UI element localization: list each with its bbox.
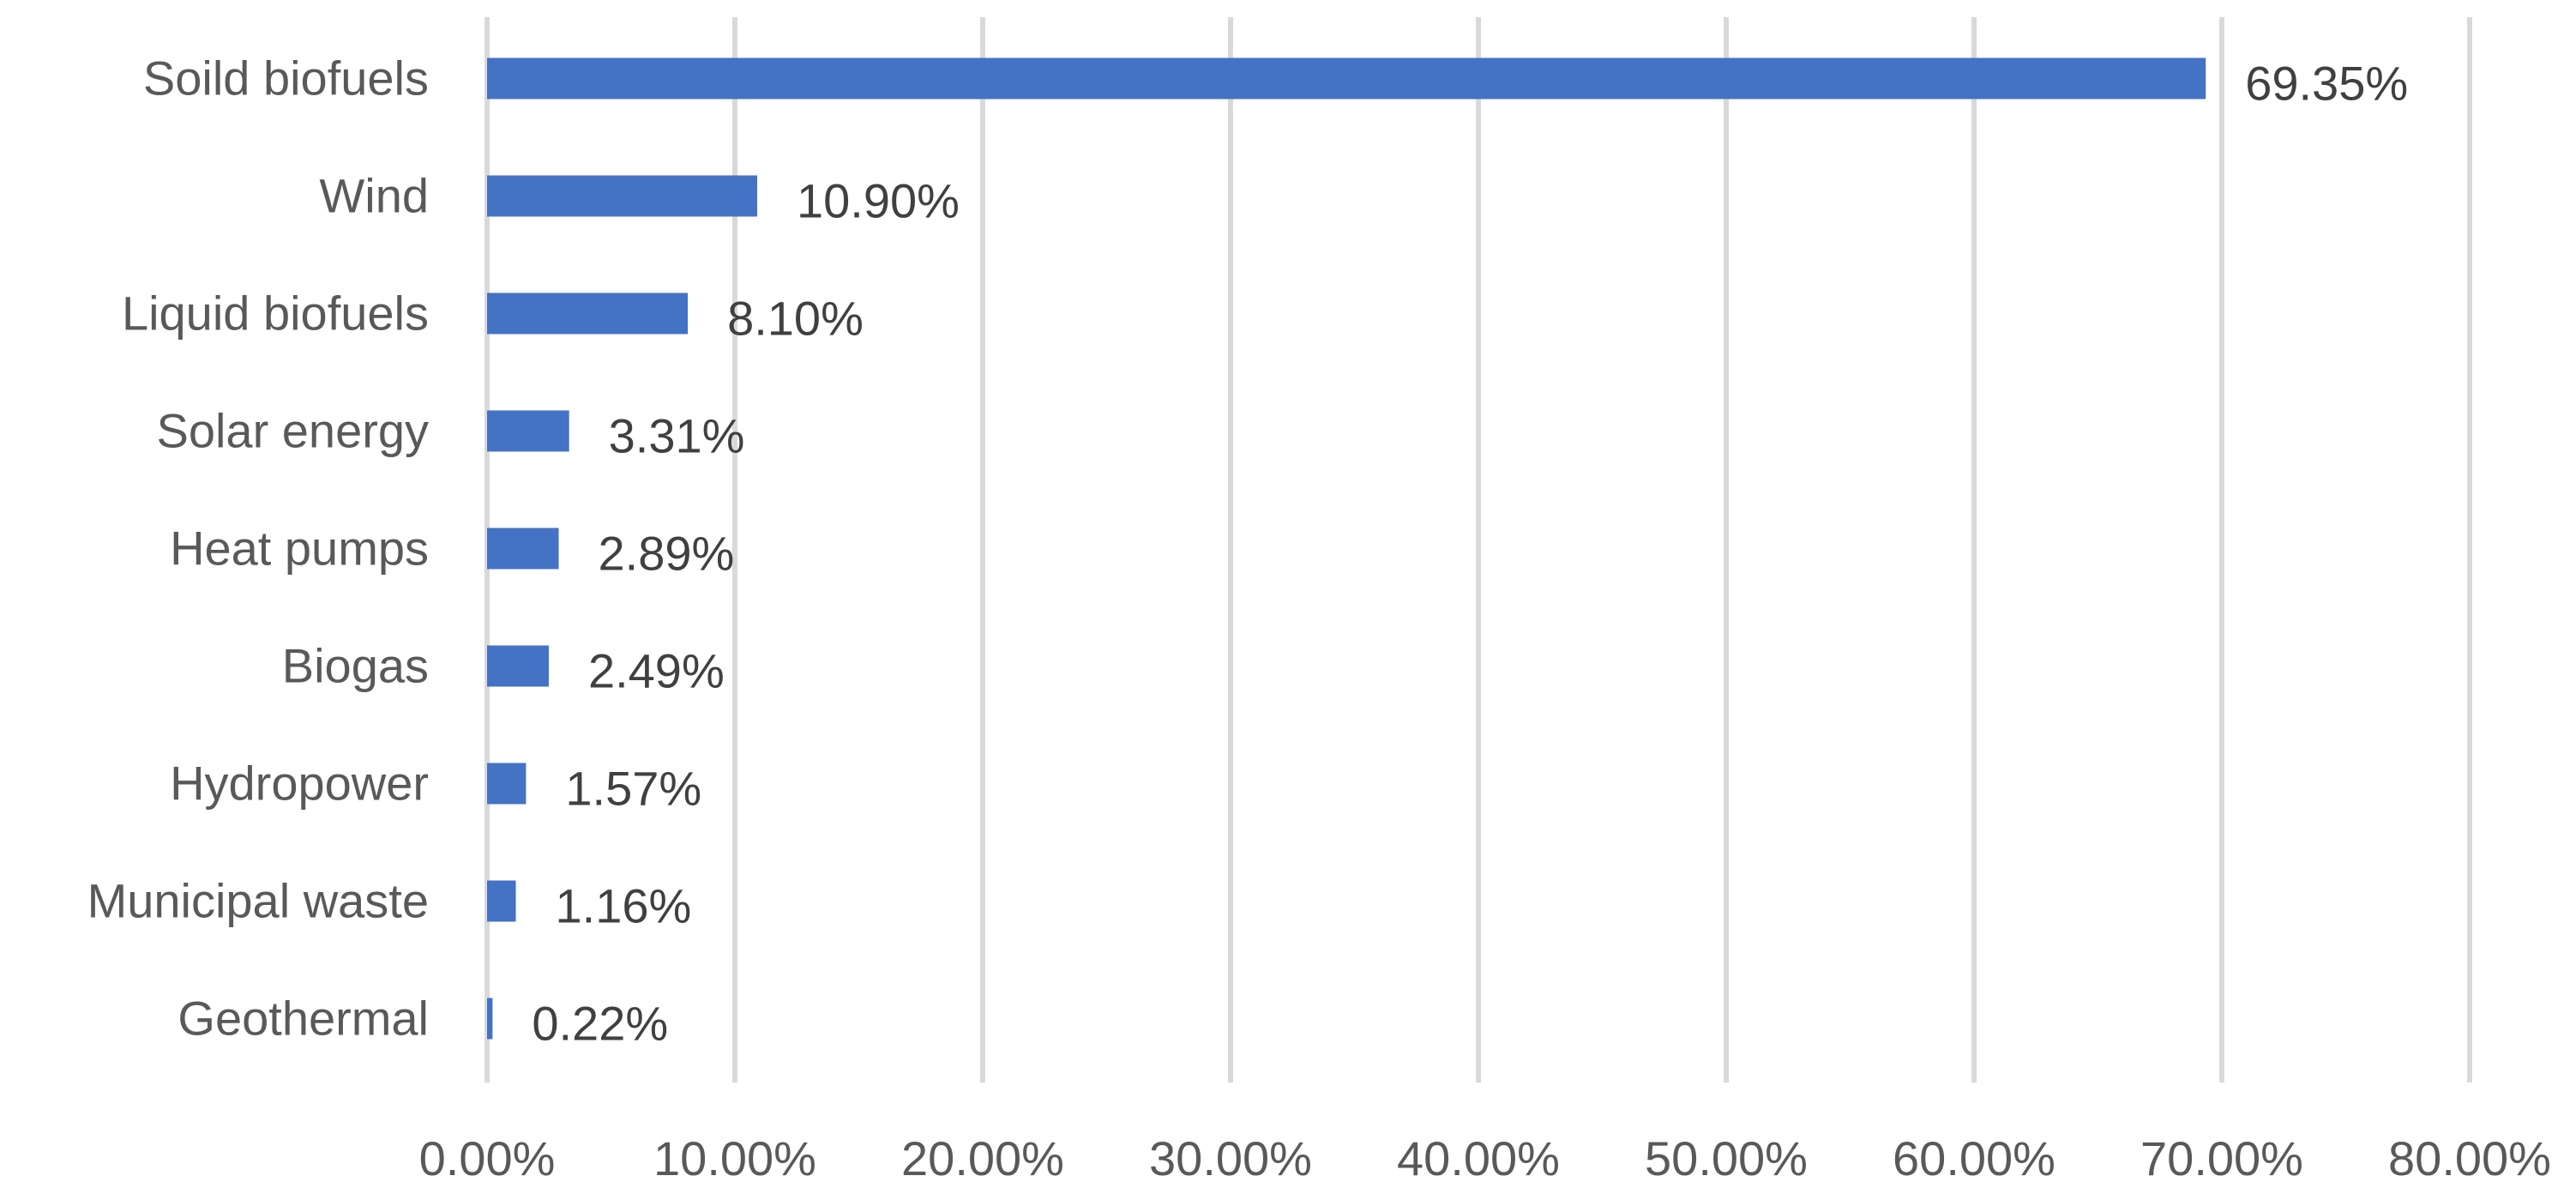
bars: [487, 57, 2206, 1040]
category-label: Heat pumps: [170, 522, 429, 576]
x-axis-tick-labels: 0.00% 10.00% 20.00% 30.00% 40.00% 50.00% 60.00…: [419, 1131, 2551, 1185]
bar: [487, 410, 569, 452]
x-tick-label: 40.00%: [1397, 1131, 1560, 1185]
x-tick-label: 70.00%: [2140, 1131, 2303, 1185]
data-label: 69.35%: [2245, 57, 2408, 111]
category-labels: Soild biofuels Wind Liquid biofuels Solar e…: [87, 51, 429, 1046]
category-label: Soild biofuels: [143, 51, 429, 106]
category-label: Liquid biofuels: [122, 286, 429, 341]
data-labels: 69.35% 10.90% 8.10% 3.31% 2.89% 2.49% 1.57% 1.1…: [532, 57, 2408, 1051]
category-label: Hydropower: [170, 757, 429, 811]
data-label: 1.16%: [556, 879, 692, 933]
category-label: Solar energy: [156, 404, 429, 458]
data-label: 8.10%: [727, 292, 864, 346]
x-tick-label: 30.00%: [1149, 1131, 1312, 1185]
bar: [487, 645, 549, 687]
bar: [487, 763, 527, 805]
bar: [487, 528, 559, 570]
x-tick-label: 0.00%: [419, 1131, 556, 1185]
bar: [487, 292, 689, 335]
data-label: 1.57%: [565, 762, 701, 816]
x-tick-label: 50.00%: [1645, 1131, 1808, 1185]
data-label: 2.89%: [599, 527, 735, 581]
data-label: 10.90%: [797, 174, 960, 228]
bar: [487, 880, 516, 922]
data-label: 3.31%: [609, 409, 745, 463]
x-tick-label: 60.00%: [1893, 1131, 2055, 1185]
gridlines: [485, 17, 2472, 1082]
data-label: 0.22%: [532, 997, 668, 1051]
category-label: Biogas: [282, 639, 429, 693]
category-label: Geothermal: [178, 992, 429, 1046]
x-tick-label: 80.00%: [2388, 1131, 2551, 1185]
category-label: Wind: [319, 169, 429, 223]
bar: [487, 57, 2206, 99]
x-tick-label: 20.00%: [901, 1131, 1064, 1185]
x-tick-label: 10.00%: [653, 1131, 816, 1185]
category-label: Municipal waste: [87, 874, 429, 928]
bar: [487, 175, 758, 217]
data-label: 2.49%: [588, 644, 725, 698]
bar: [487, 998, 493, 1040]
